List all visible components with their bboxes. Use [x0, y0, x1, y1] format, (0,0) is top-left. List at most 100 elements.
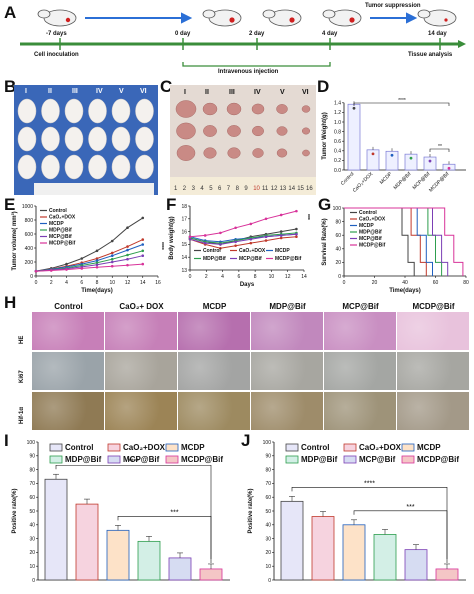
tumor-specimen: [176, 145, 196, 161]
x-tick-label: 2: [205, 274, 208, 280]
legend-label: MDP@Bif: [359, 230, 382, 236]
data-point: [234, 226, 237, 230]
data-point: [234, 244, 237, 247]
y-tick-label: 1.0: [334, 120, 341, 126]
x-axis-label: Time(days): [389, 288, 421, 294]
histology-image: [324, 352, 396, 390]
tumor-specimen: [252, 125, 264, 137]
tumor-specimen: [227, 147, 241, 159]
tumor-specimen: [302, 149, 310, 157]
legend-label: MCDP@Bif: [275, 256, 302, 262]
bar: [106, 529, 130, 581]
tumor-specimen: [276, 148, 288, 158]
ruler-number: 14: [288, 186, 295, 192]
bar: [280, 500, 304, 581]
tumor-specimen: [276, 126, 288, 136]
data-point: [141, 238, 145, 241]
data-point: [126, 248, 129, 252]
arrow-icon: [85, 12, 418, 24]
data-point: [126, 253, 129, 257]
timeline-diagram: [20, 9, 466, 67]
bar: [168, 557, 192, 581]
panel-label-d: D: [317, 77, 330, 96]
legend-label: MCDP: [275, 248, 290, 254]
data-point: [80, 257, 84, 260]
legend-label: MCDP: [417, 443, 441, 452]
legend-label: MCP@Bif: [239, 256, 262, 262]
category-label: MCDP@Bif: [428, 171, 451, 194]
data-point: [141, 216, 145, 220]
x-tick-label: 4: [65, 280, 68, 286]
y-tick-label: 17: [181, 217, 187, 223]
ruler-number: 3: [192, 186, 196, 192]
y-tick-label: 90: [29, 454, 35, 460]
data-point: [234, 240, 237, 244]
ruler: [34, 183, 154, 195]
mouse-body: [111, 98, 131, 124]
sig-bracket: [429, 148, 450, 152]
ruler-number: 1: [174, 186, 178, 192]
x-tick-label: 8: [96, 280, 99, 286]
mouse-body: [88, 98, 107, 124]
legend-label: Control: [203, 248, 221, 254]
x-tick-label: 8: [254, 274, 257, 280]
series-line: [189, 236, 297, 249]
group-label: V: [119, 88, 124, 95]
data-point: [279, 230, 283, 233]
mouse-body: [135, 154, 154, 180]
data-point: [110, 260, 114, 264]
x-tick-label: 40: [402, 280, 408, 286]
y-tick-label: 70: [29, 481, 35, 487]
data-point: [279, 234, 283, 237]
histology-image: [324, 392, 396, 430]
histology-image: [397, 352, 469, 390]
legend-swatch: [343, 455, 357, 464]
mouse-body: [41, 154, 60, 180]
histology-image: [251, 312, 323, 350]
x-tick-label: 60: [433, 280, 439, 286]
tumor-specimen: [301, 127, 311, 135]
y-tick-label: 0.6: [334, 139, 341, 145]
legend-label: CaO₂+DOX: [49, 215, 76, 221]
tumor-specimen: [176, 122, 196, 140]
data-point: [141, 249, 145, 253]
histology-image: [178, 392, 250, 430]
ruler-number: 9: [244, 186, 248, 192]
histology-image: [105, 312, 177, 350]
data-point: [110, 264, 114, 268]
mouse-body: [64, 126, 84, 152]
tumor-volume-chart: 0 200 400 600 800 1000 0 2 4 6 8 10 12 14 16 Tumor volu…: [11, 204, 164, 294]
significance-label: ***: [170, 509, 178, 516]
y-axis-label: Tumor Weight(g): [322, 112, 328, 159]
y-axis-label: Positive rate(%): [12, 488, 18, 533]
y-tick-label: 0: [338, 274, 341, 280]
data-point: [371, 152, 375, 156]
data-point: [409, 156, 413, 160]
mouse-body: [17, 98, 37, 124]
histology-column-header: MCP@Bif: [342, 302, 379, 311]
significance-label: ***: [304, 214, 310, 220]
ruler-number: 8: [236, 186, 240, 192]
legend-swatch: [107, 455, 121, 464]
legend-swatch: [49, 455, 63, 464]
y-tick-label: 30: [29, 536, 35, 542]
histology-column-header: MCDP@Bif: [412, 302, 455, 311]
ruler-number: 15: [297, 186, 304, 192]
mouse-icon: [37, 9, 457, 27]
bar: [373, 534, 397, 581]
legend-label: Control: [65, 443, 93, 452]
data-point: [49, 269, 53, 272]
positive-rate-chart-i: 0 10 20 30 40 50 60 70 80 90 100 Positive rate(%) Co…: [12, 440, 230, 584]
data-point: [110, 239, 114, 243]
series-line: [189, 232, 297, 244]
x-tick-label: 2: [50, 280, 53, 286]
y-tick-label: 0: [32, 578, 35, 584]
panel-label-c: C: [160, 77, 173, 96]
histology-image: [397, 392, 469, 430]
tumor-photo: 1 2 3 4 5 6 7 8 9 10 11 12 13 14 15 16: [170, 85, 316, 195]
x-tick-label: 14: [301, 274, 307, 280]
data-point: [126, 263, 129, 267]
tumor-specimen: [202, 102, 218, 116]
data-point: [141, 262, 145, 266]
data-point: [141, 243, 145, 246]
